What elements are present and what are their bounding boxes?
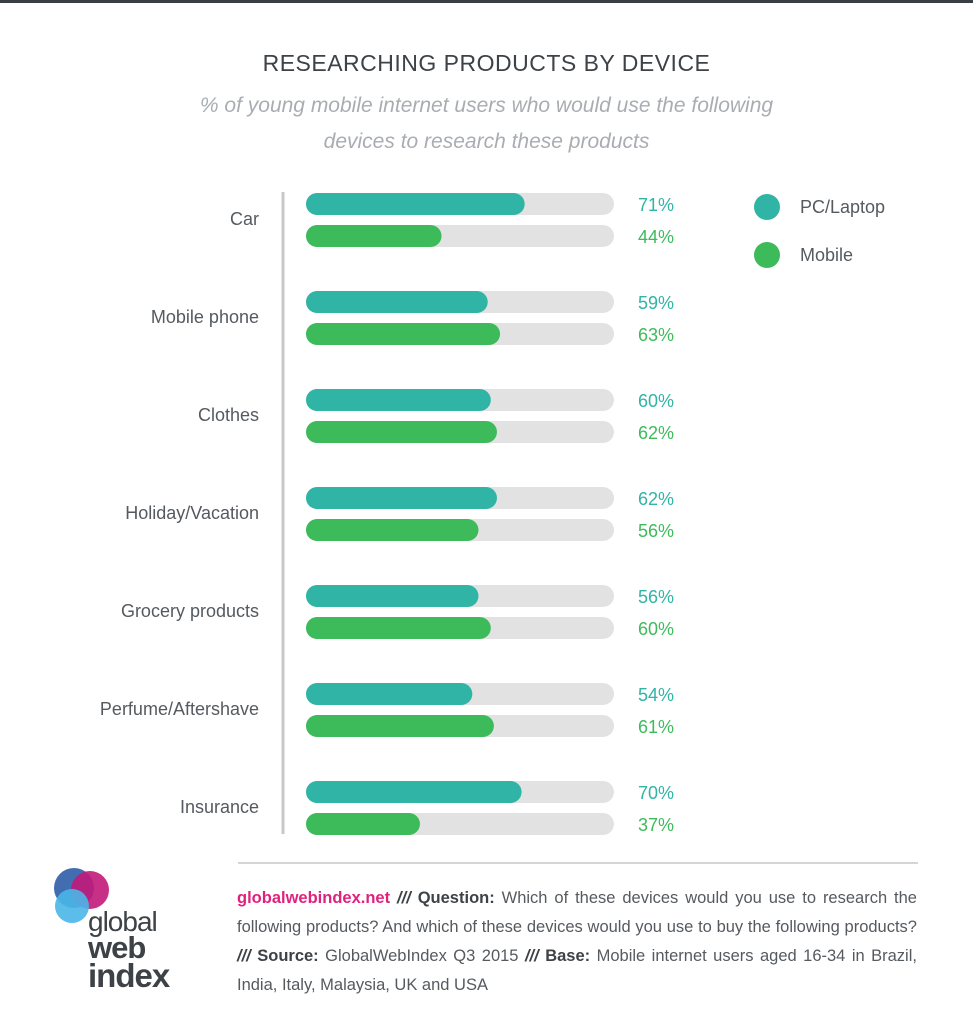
data-label: 60%: [638, 619, 674, 639]
category-label: Perfume/Aftershave: [100, 699, 259, 719]
category-label: Clothes: [198, 405, 259, 425]
legend-item-mobile: Mobile: [754, 241, 853, 269]
data-label: 62%: [638, 423, 674, 443]
bar-mobile: [306, 421, 497, 443]
footer-base-text: Mobile internet users aged 16-34 in Braz…: [237, 947, 917, 994]
top-border: [0, 0, 973, 3]
chart-subtitle: % of young mobile internet users who wou…: [199, 94, 774, 153]
bar-mobile: [306, 225, 442, 247]
data-label: 37%: [638, 815, 674, 835]
legend-item-pc: PC/Laptop: [754, 193, 885, 221]
category-label: Mobile phone: [151, 307, 259, 327]
bar-pc-laptop: [306, 193, 525, 215]
legend-swatch-pc: [754, 194, 780, 220]
bar-pc-laptop: [306, 291, 488, 313]
footer-base-label: Base:: [545, 947, 591, 965]
bar-pc-laptop: [306, 389, 491, 411]
bar-pc-laptop: [306, 781, 522, 803]
logo-text-web: web: [88, 930, 146, 965]
data-label: 62%: [638, 489, 674, 509]
footer-question-text: Which of these devices would you use to …: [237, 889, 917, 936]
legend-label-mobile: Mobile: [800, 244, 854, 265]
footer-note: globalwebindex.net /// Question: Which o…: [237, 884, 917, 1000]
bar-pc-laptop: [306, 487, 497, 509]
data-label: 44%: [638, 227, 674, 247]
footer-source-label: Source:: [257, 947, 319, 965]
footer-site-link[interactable]: globalwebindex.net: [237, 889, 391, 907]
category-label: Holiday/Vacation: [125, 503, 259, 523]
data-label: 54%: [638, 685, 674, 705]
footer-question-label: Question:: [417, 889, 495, 907]
footer-divider: [238, 862, 918, 864]
legend-label-pc: PC/Laptop: [800, 196, 886, 217]
data-label: 71%: [638, 195, 674, 215]
bar-mobile: [306, 813, 420, 835]
data-label: 56%: [638, 587, 674, 607]
footer-separator: ///: [397, 889, 411, 907]
bar-pc-laptop: [306, 683, 473, 705]
bar-pc-laptop: [306, 585, 479, 607]
data-label: 60%: [638, 391, 674, 411]
chart-title: RESEARCHING PRODUCTS BY DEVICE: [262, 50, 711, 76]
data-label: 56%: [638, 521, 674, 541]
footer-separator: ///: [237, 947, 251, 965]
logo-circles-icon: [54, 868, 109, 923]
bar-mobile: [306, 617, 491, 639]
data-label: 70%: [638, 783, 674, 803]
bar-mobile: [306, 519, 479, 541]
category-label: Car: [230, 209, 259, 229]
category-label: Grocery products: [121, 601, 259, 621]
legend-swatch-mobile: [754, 242, 780, 268]
bar-mobile: [306, 715, 494, 737]
category-label: Insurance: [180, 797, 259, 817]
bar-mobile: [306, 323, 501, 345]
data-label: 59%: [638, 293, 674, 313]
footer-source-text: GlobalWebIndex Q3 2015: [325, 947, 519, 965]
logo-text-index: index: [88, 957, 170, 994]
footer-separator: ///: [524, 947, 539, 965]
data-label: 61%: [638, 717, 674, 737]
logo-text-global: global: [88, 906, 158, 937]
data-label: 63%: [638, 325, 674, 345]
